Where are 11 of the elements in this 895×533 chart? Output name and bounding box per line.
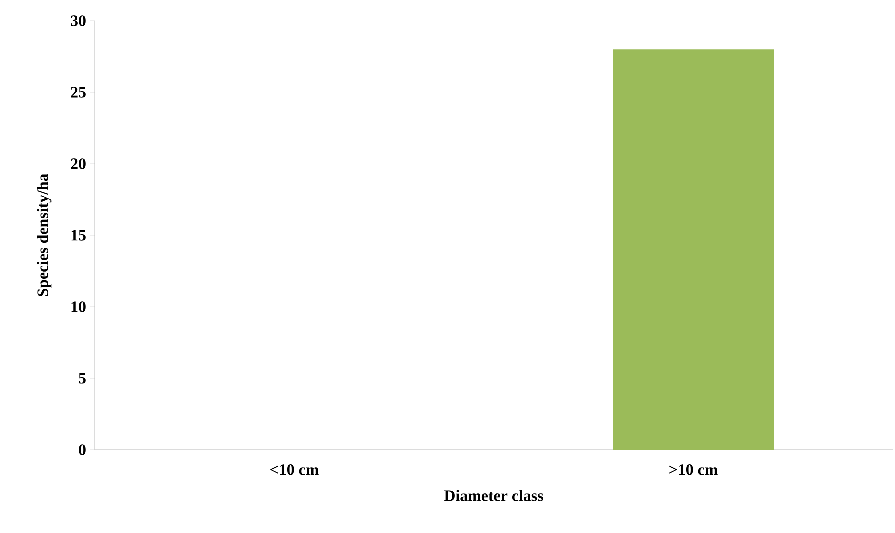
x-axis-title: Diameter class <box>444 490 544 502</box>
y-tick-label: 25 <box>71 87 86 98</box>
x-tick-label: <10 cm <box>270 464 319 476</box>
y-tick-label: 0 <box>79 444 86 456</box>
y-tick-label: 15 <box>72 230 86 241</box>
y-tick-label: 5 <box>79 373 86 384</box>
y-axis-title: Species density/ha <box>37 174 52 296</box>
y-tick-label: 30 <box>71 16 86 26</box>
y-tick-label: 20 <box>71 158 86 170</box>
y-tick-label: 10 <box>72 302 86 312</box>
x-tick-label: >10 cm <box>670 464 718 476</box>
